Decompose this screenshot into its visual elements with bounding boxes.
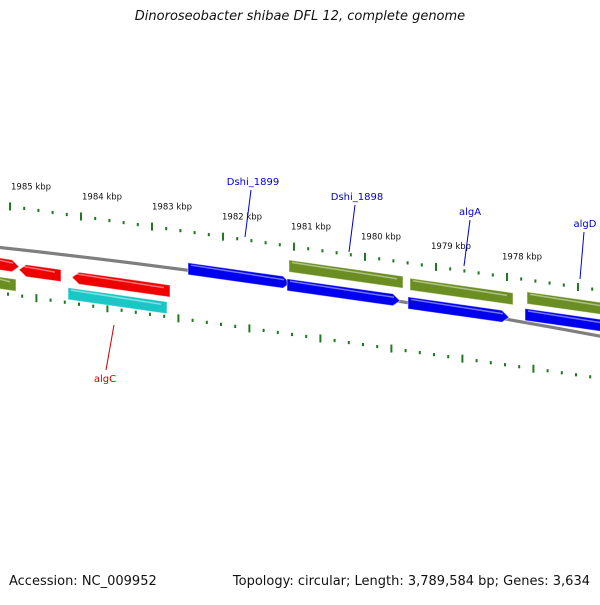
gene-blue-highlight [190,264,285,281]
kbp-label: 1985 kbp [11,183,51,193]
kbp-label: 1978 kbp [502,252,542,262]
gene-label-leader [463,219,471,267]
gene-red-highlight [21,265,56,273]
kbp-label: 1979 kbp [431,242,471,252]
gene-label: algC [94,374,116,385]
gene-label: Dshi_1898 [331,192,383,203]
gene-blue-highlight [410,298,504,315]
gene-label: algD [574,219,597,230]
gene-olive-highlight [0,278,11,283]
gene-cyan-highlight [70,289,162,305]
kbp-label: 1980 kbp [361,232,401,242]
gene-label-leader [244,189,252,238]
genome-stats-label: Topology: circular; Length: 3,789,584 bp… [232,574,590,589]
gene-olive [0,276,17,292]
gene-blue [524,307,600,332]
gene-olive [288,259,404,289]
gene-olive [526,291,600,315]
gene-label-leader [348,204,356,253]
gene-red [18,264,62,283]
gene-olive-highlight [529,293,600,307]
kbp-label: 1984 kbp [82,193,122,203]
gene-cyan [67,287,168,315]
kbp-label: 1983 kbp [152,203,192,213]
gene-blue-highlight [527,310,600,324]
gene-label-leader [105,324,115,371]
accession-label: Accession: NC_009952 [9,574,157,589]
gene-olive [409,277,514,306]
gene-label: algA [459,207,481,218]
gene-red-highlight [0,259,14,264]
gene-red-highlight [74,272,165,289]
gene-blue-highlight [289,280,395,299]
gene-olive-highlight [412,279,508,297]
kbp-label: 1982 kbp [222,213,262,223]
gene-label-leader [579,231,585,280]
gene-olive-highlight [291,261,398,280]
map-title: Dinoroseobacter shibae DFL 12, complete … [134,9,466,24]
gene-label: Dshi_1899 [227,177,279,188]
gene-red [0,257,20,273]
gene-red [71,271,171,298]
gene-blue [407,296,510,323]
kbp-label: 1981 kbp [291,222,331,232]
gene-blue [286,278,401,307]
